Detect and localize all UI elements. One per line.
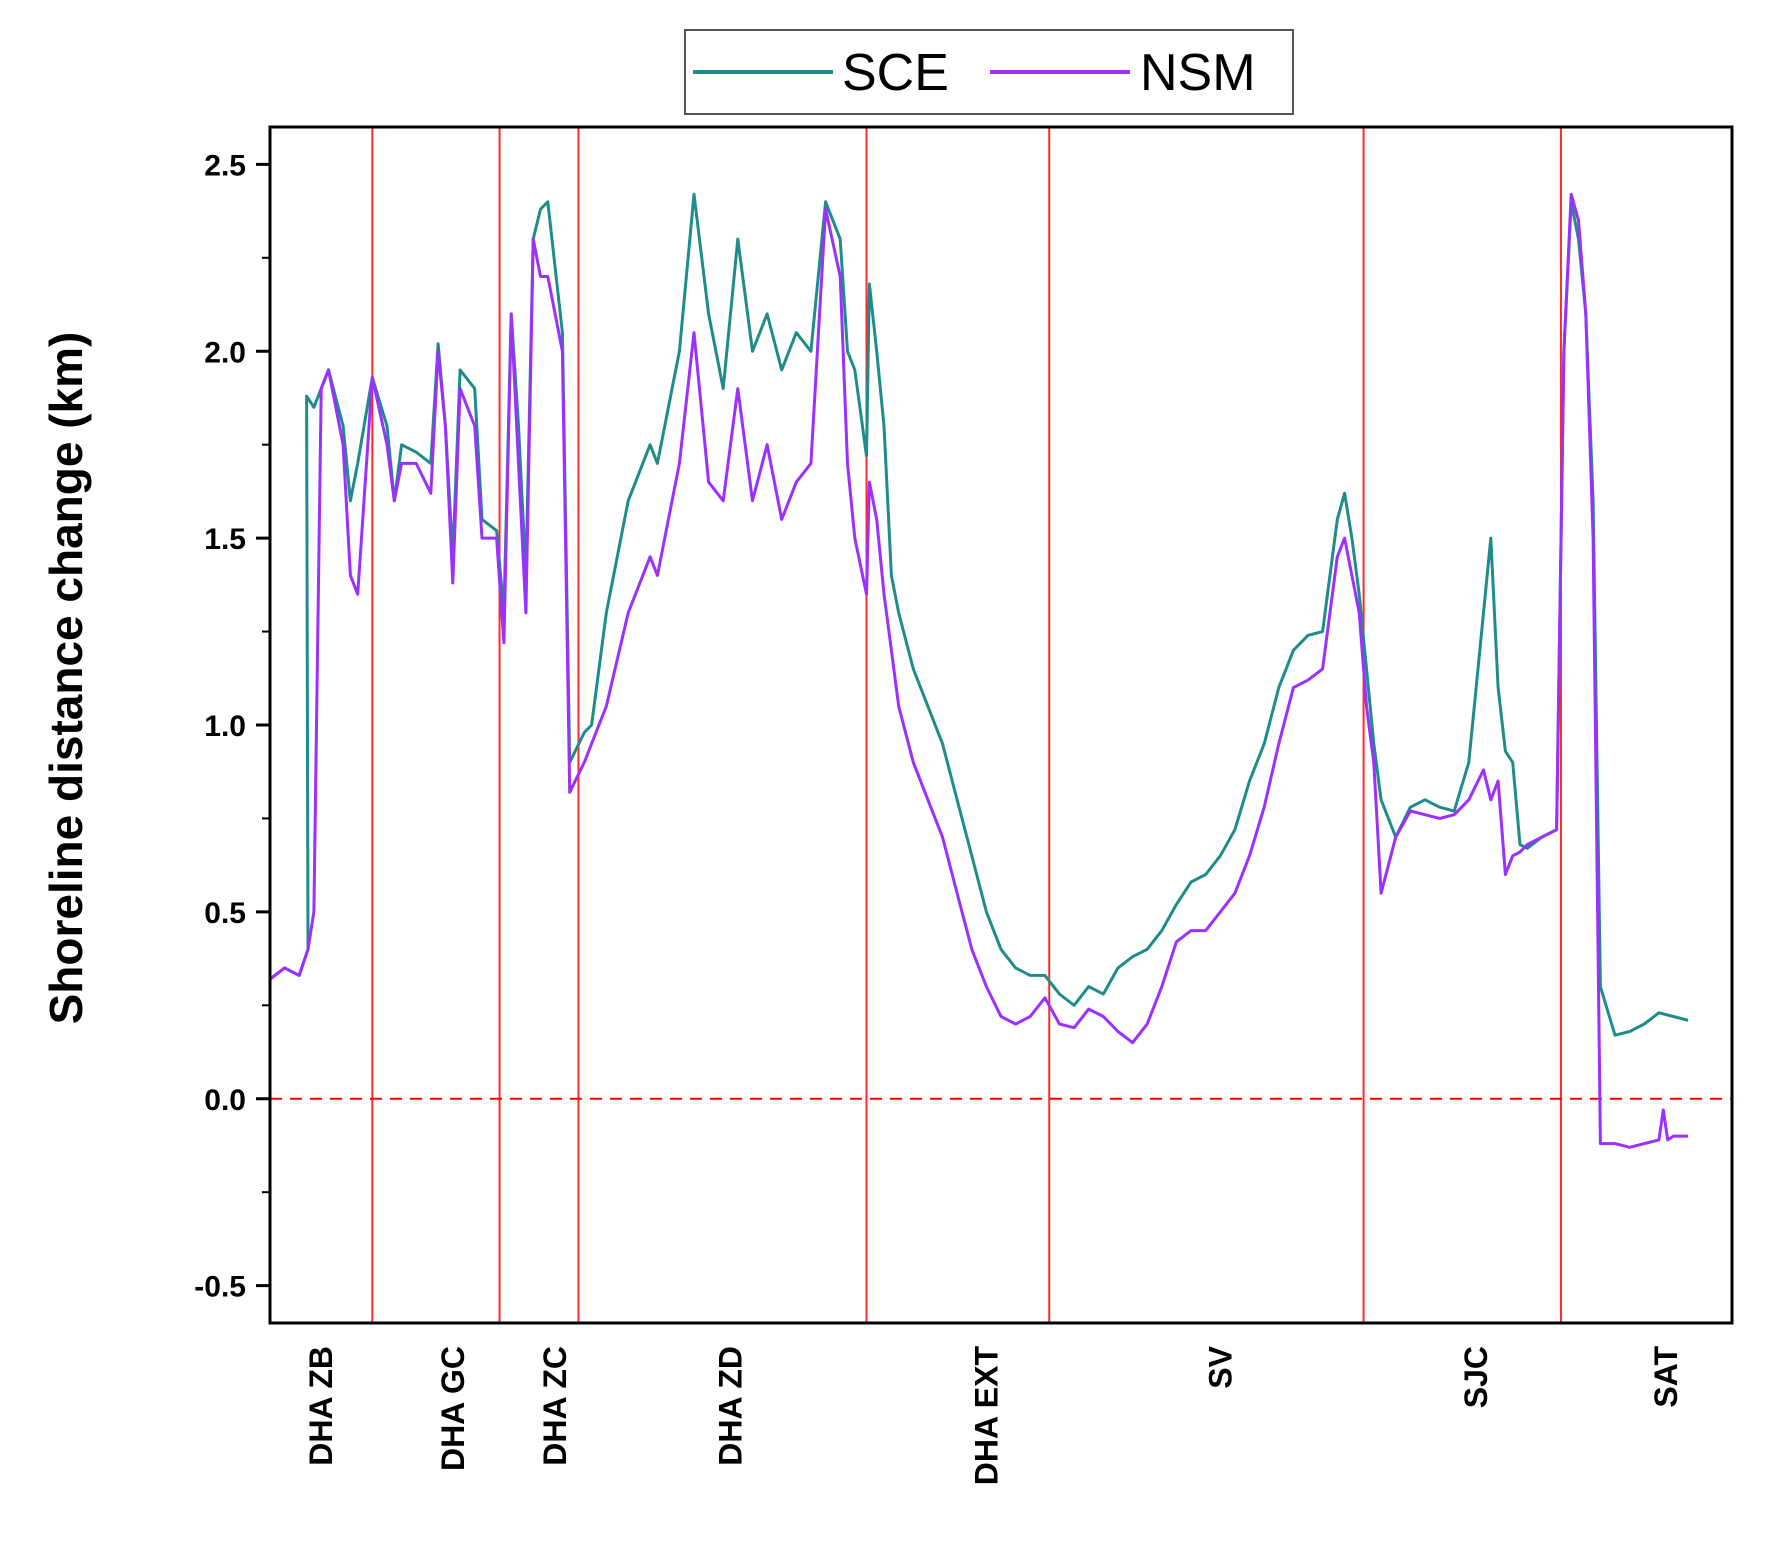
y-tick-label-2: 0.5 [204,897,246,930]
y-tick-label-3: 1.0 [204,710,246,743]
legend-label-sce: SCE [842,44,949,102]
y-tick-label-4: 1.5 [204,523,246,556]
y-axis-label: Shoreline distance change (km) [40,332,92,1025]
section-label-dha-zb: DHA ZB [303,1346,339,1466]
section-label-sv: SV [1202,1345,1238,1388]
y-tick-label-1: 0.0 [204,1084,246,1117]
section-label-dha-zd: DHA ZD [713,1346,749,1466]
series-layer [269,192,1689,1149]
plot-frame [268,125,1734,1325]
section-label-dha-ext: DHA EXT [968,1346,1004,1486]
y-tick-label-6: 2.5 [204,149,246,182]
y-axis-ticks: -0.5 0.0 0.5 1.0 1.5 2.0 2.5 [194,149,270,1304]
series-line-nsm [269,192,1689,1149]
section-label-dha-gc: DHA GC [435,1346,471,1471]
series-line-sce [269,192,1689,1037]
legend-label-nsm: NSM [1140,44,1256,102]
section-label-sat: SAT [1648,1346,1684,1408]
y-tick-label-5: 2.0 [204,336,246,369]
section-labels: DHA ZB DHA GC DHA ZC DHA ZD DHA EXT SV SJC SAT [303,1345,1684,1485]
section-label-sjc: SJC [1458,1346,1494,1408]
y-tick-label-0: -0.5 [194,1271,246,1304]
section-label-dha-zc: DHA ZC [537,1346,573,1466]
section-boundaries [371,127,1562,1323]
legend: SCE NSM [684,29,1294,115]
